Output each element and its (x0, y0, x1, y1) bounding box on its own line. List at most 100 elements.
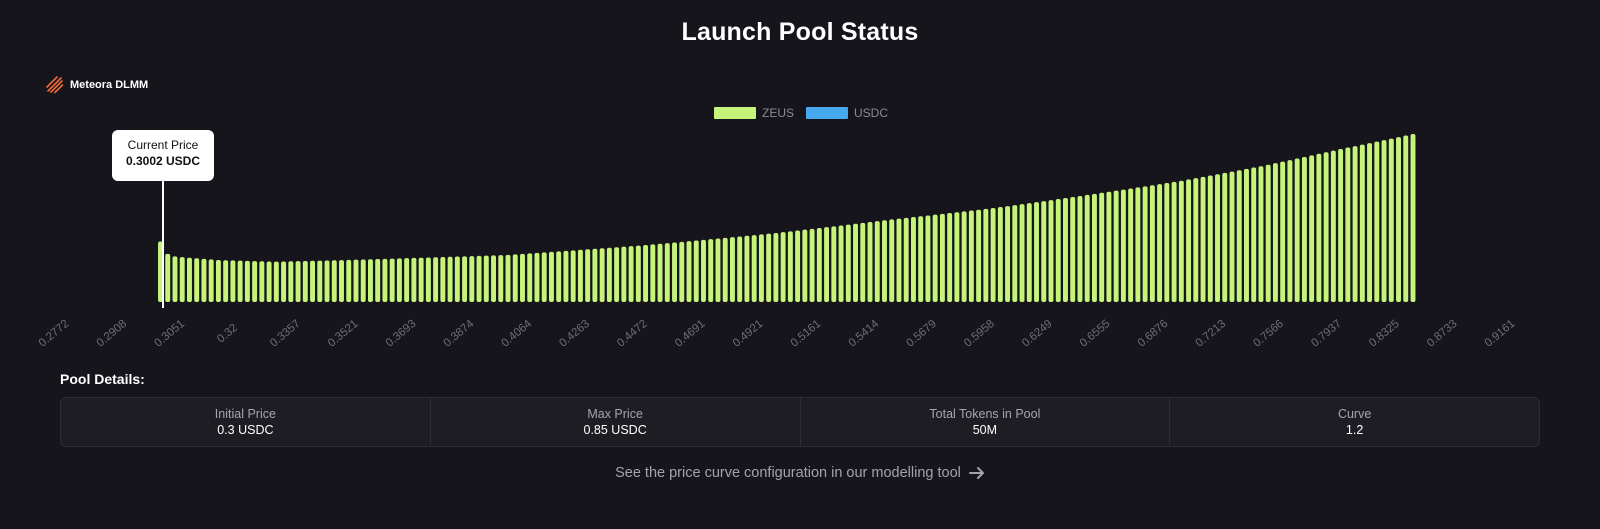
zeus-bar[interactable] (1207, 175, 1213, 302)
zeus-bar[interactable] (1396, 137, 1401, 302)
zeus-bar[interactable] (1084, 194, 1090, 302)
zeus-bar[interactable] (353, 259, 359, 302)
zeus-bar[interactable] (411, 257, 417, 302)
zeus-bar[interactable] (476, 255, 482, 302)
zeus-bar[interactable] (425, 257, 431, 302)
zeus-bar[interactable] (1149, 185, 1155, 302)
zeus-bar[interactable] (433, 257, 439, 302)
zeus-bar[interactable] (773, 232, 779, 302)
zeus-bar[interactable] (686, 241, 692, 302)
zeus-bar[interactable] (1338, 149, 1344, 302)
zeus-bar[interactable] (737, 236, 743, 302)
zeus-bar[interactable] (1388, 138, 1394, 302)
zeus-bar[interactable] (331, 260, 337, 302)
zeus-bar[interactable] (1070, 196, 1076, 302)
zeus-bar[interactable] (179, 257, 185, 302)
zeus-bar[interactable] (396, 258, 402, 302)
zeus-bar[interactable] (831, 226, 837, 302)
zeus-bar[interactable] (440, 257, 446, 302)
zeus-bar[interactable] (1099, 192, 1105, 302)
zeus-bar[interactable] (498, 255, 504, 302)
zeus-bar[interactable] (599, 248, 605, 302)
zeus-bar[interactable] (541, 252, 547, 302)
zeus-bar[interactable] (708, 239, 714, 302)
zeus-bar[interactable] (592, 248, 598, 302)
zeus-bar[interactable] (534, 252, 540, 302)
zeus-bar[interactable] (1041, 201, 1047, 302)
zeus-bar[interactable] (1012, 205, 1018, 302)
zeus-bar[interactable] (606, 247, 612, 302)
zeus-bar[interactable] (491, 255, 496, 302)
zeus-bar[interactable] (1229, 171, 1235, 302)
zeus-bar[interactable] (1309, 155, 1315, 302)
zeus-bar[interactable] (1048, 200, 1054, 302)
zeus-bar[interactable] (324, 260, 330, 302)
zeus-bar[interactable] (1171, 181, 1177, 302)
zeus-bar[interactable] (577, 249, 583, 302)
zeus-bar[interactable] (252, 261, 258, 302)
zeus-bar[interactable] (368, 259, 373, 302)
modelling-tool-link[interactable]: See the price curve configuration in our… (0, 465, 1600, 481)
zeus-bar[interactable] (795, 230, 801, 302)
zeus-bar[interactable] (1294, 158, 1300, 302)
zeus-bar[interactable] (997, 207, 1003, 302)
zeus-bar[interactable] (780, 232, 786, 302)
zeus-bar[interactable] (375, 259, 381, 302)
zeus-bar[interactable] (158, 241, 163, 302)
zeus-bar[interactable] (1222, 172, 1228, 302)
zeus-bar[interactable] (643, 245, 649, 302)
zeus-bar[interactable] (744, 235, 750, 302)
zeus-bar[interactable] (404, 258, 410, 302)
zeus-bar[interactable] (983, 208, 989, 302)
zeus-bar[interactable] (1142, 186, 1148, 302)
zeus-bar[interactable] (1345, 147, 1351, 302)
zeus-bar[interactable] (281, 261, 287, 302)
zeus-bar[interactable] (187, 257, 192, 302)
zeus-bar[interactable] (1178, 180, 1184, 302)
zeus-bar[interactable] (1135, 187, 1141, 302)
zeus-bar[interactable] (1272, 163, 1278, 302)
zeus-bar[interactable] (1287, 160, 1293, 302)
zeus-bar[interactable] (939, 213, 945, 302)
zeus-bar[interactable] (954, 212, 960, 302)
zeus-bar[interactable] (824, 227, 830, 302)
zeus-bar[interactable] (715, 238, 721, 302)
zeus-bar[interactable] (1215, 174, 1220, 302)
zeus-bar[interactable] (961, 211, 967, 302)
zeus-bar[interactable] (918, 216, 924, 302)
zeus-bar[interactable] (223, 260, 229, 302)
arrow-right-icon[interactable] (968, 466, 985, 480)
zeus-bar[interactable] (194, 258, 200, 302)
zeus-bar[interactable] (585, 249, 591, 302)
zeus-bar[interactable] (447, 256, 453, 302)
zeus-bar[interactable] (1019, 204, 1025, 302)
zeus-bar[interactable] (664, 243, 670, 302)
zeus-bar[interactable] (614, 247, 620, 302)
zeus-bar[interactable] (1106, 191, 1112, 302)
zeus-bar[interactable] (273, 261, 279, 302)
zeus-bar[interactable] (1005, 206, 1011, 302)
zeus-bar[interactable] (932, 214, 938, 302)
zeus-bar[interactable] (679, 241, 685, 302)
zeus-bar[interactable] (925, 215, 931, 302)
zeus-bar[interactable] (1128, 188, 1134, 303)
zeus-bar[interactable] (853, 223, 858, 302)
zeus-bar[interactable] (621, 246, 627, 302)
zeus-bar[interactable] (882, 220, 887, 302)
modelling-tool-link-text[interactable]: See the price curve configuration in our… (615, 465, 961, 481)
zeus-bar[interactable] (172, 256, 178, 302)
zeus-bar[interactable] (766, 233, 772, 302)
zeus-bar[interactable] (1077, 195, 1083, 302)
zeus-bar[interactable] (910, 217, 916, 302)
zeus-bar[interactable] (1063, 198, 1068, 302)
zeus-bar[interactable] (563, 250, 569, 302)
zeus-bar[interactable] (816, 228, 822, 302)
zeus-bar[interactable] (1323, 152, 1329, 302)
zeus-bar[interactable] (896, 218, 902, 302)
zeus-bar[interactable] (454, 256, 460, 302)
zeus-bar[interactable] (1034, 202, 1039, 302)
zeus-bar[interactable] (469, 256, 475, 302)
zeus-bar[interactable] (947, 213, 953, 302)
zeus-bar[interactable] (903, 217, 909, 302)
zeus-bar[interactable] (389, 258, 395, 302)
